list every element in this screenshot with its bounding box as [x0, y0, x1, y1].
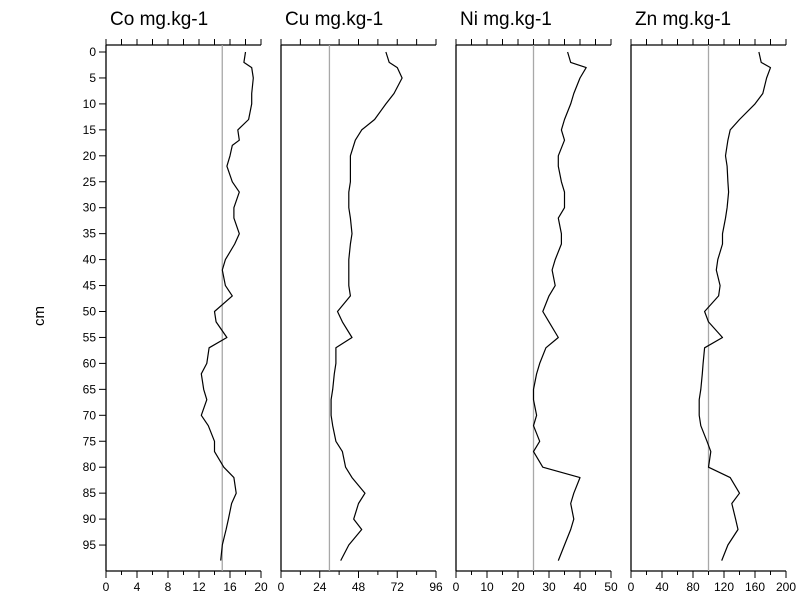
panel-title: Zn mg.kg-1: [635, 9, 731, 30]
x-tick-label: 0: [628, 580, 635, 594]
y-tick-label: 55: [83, 330, 97, 344]
x-tick-label: 120: [714, 580, 734, 594]
x-tick-label: 48: [352, 580, 366, 594]
y-tick-label: 90: [83, 512, 97, 526]
x-tick-label: 24: [313, 580, 327, 594]
y-tick-label: 50: [83, 305, 97, 319]
y-tick-label: 65: [83, 382, 97, 396]
y-tick-label: 60: [83, 356, 97, 370]
panel-title: Co mg.kg-1: [110, 9, 208, 30]
profile-line: [200, 51, 254, 561]
y-tick-label: 30: [83, 201, 97, 215]
y-axis-label: cm: [31, 306, 48, 326]
x-tick-label: 0: [453, 580, 460, 594]
panel-title: Ni mg.kg-1: [460, 9, 552, 30]
y-tick-label: 35: [83, 227, 97, 241]
profile-line: [532, 51, 587, 561]
x-tick-label: 96: [429, 580, 443, 594]
panel-3: Ni mg.kg-1 0 10 20 30 40 50: [453, 9, 618, 594]
x-tick-label: 20: [254, 580, 268, 594]
panel-title: Cu mg.kg-1: [285, 9, 383, 30]
x-tick-label: 4: [134, 580, 141, 594]
x-tick-label: 40: [655, 580, 669, 594]
y-tick-label: 25: [83, 175, 97, 189]
x-tick-label: 160: [745, 580, 765, 594]
y-tick-label: 40: [83, 253, 97, 267]
x-tick-label: 10: [480, 580, 494, 594]
y-tick-label: 10: [83, 97, 97, 111]
x-tick-label: 30: [542, 580, 556, 594]
y-tick-label: 0: [89, 45, 96, 59]
x-tick-label: 0: [103, 580, 110, 594]
y-tick-label: 70: [83, 408, 97, 422]
x-tick-label: 50: [604, 580, 618, 594]
y-tick-label: 20: [83, 149, 97, 163]
x-tick-label: 20: [511, 580, 525, 594]
y-tick-label: 5: [89, 71, 96, 85]
x-tick-label: 0: [278, 580, 285, 594]
y-tick-label: 95: [83, 538, 97, 552]
plot-area: 05101520253035404550556065707580859095Co…: [83, 9, 797, 594]
y-tick-label: 45: [83, 279, 97, 293]
y-tick-label: 80: [83, 460, 97, 474]
x-tick-label: 8: [165, 580, 172, 594]
x-tick-label: 12: [192, 580, 206, 594]
panel-1: Co mg.kg-1 0 4 8 12 16 20: [103, 9, 268, 594]
y-tick-label: 15: [83, 123, 97, 137]
x-tick-label: 200: [776, 580, 796, 594]
y-tick-label: 85: [83, 486, 97, 500]
x-tick-label: 40: [573, 580, 587, 594]
panel-4: Zn mg.kg-1 0 40 80 120 160 200: [628, 9, 797, 594]
profile-line: [698, 51, 772, 561]
x-tick-label: 16: [223, 580, 237, 594]
profile-line: [330, 51, 403, 561]
y-tick-label: 75: [83, 434, 97, 448]
panel-2: Cu mg.kg-1 0 24 48 72 96: [278, 9, 443, 594]
x-tick-label: 72: [391, 580, 405, 594]
x-tick-label: 80: [686, 580, 700, 594]
